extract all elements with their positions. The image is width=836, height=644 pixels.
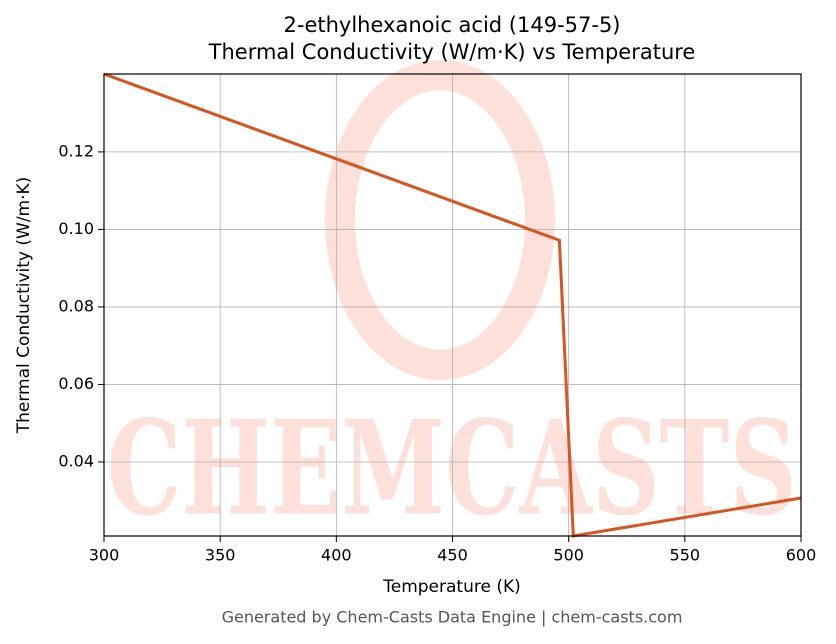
x-tick-label: 600 — [786, 546, 817, 565]
y-tick-label: 0.12 — [58, 141, 94, 160]
x-tick-label: 550 — [670, 546, 701, 565]
watermark-ring — [325, 60, 555, 380]
x-tick-label: 400 — [321, 546, 352, 565]
x-tick-label: 450 — [437, 546, 468, 565]
y-tick-label: 0.04 — [58, 451, 94, 470]
x-tick-label: 350 — [205, 546, 236, 565]
watermark-logo — [325, 60, 555, 380]
plot-frame — [103, 73, 802, 537]
y-axis-label: Thermal Conductivity (W/m·K) — [14, 177, 34, 435]
data-line — [103, 72, 802, 538]
y-tick-label: 0.10 — [58, 219, 94, 238]
x-axis-label: Temperature (K) — [382, 577, 521, 597]
chart-subtitle: Thermal Conductivity (W/m·K) vs Temperat… — [208, 40, 696, 64]
x-tick-label: 300 — [89, 546, 120, 565]
chart-title: 2-ethylhexanoic acid (149-57-5) — [284, 13, 621, 37]
watermark: CHEMCASTS — [107, 392, 797, 545]
footer: Generated by Chem-Casts Data Engine | ch… — [222, 608, 683, 627]
y-tick-label: 0.06 — [58, 374, 94, 393]
y-tick-label: 0.08 — [58, 296, 94, 315]
x-tick-label: 500 — [553, 546, 584, 565]
